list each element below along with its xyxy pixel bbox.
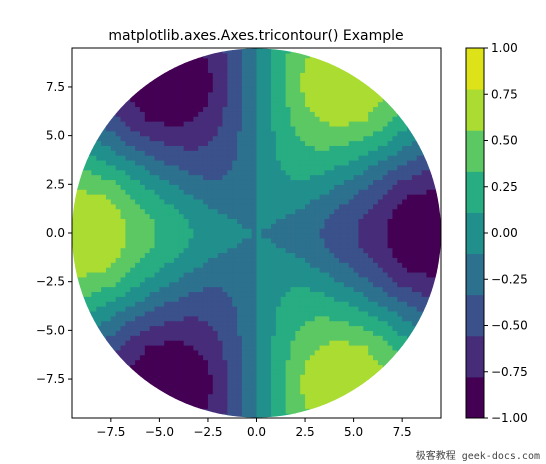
- colorbar-band: [466, 130, 484, 172]
- colorbar-band: [466, 48, 484, 90]
- y-tick-label: 2.5: [46, 177, 65, 191]
- colorbar-tick-label: 0.50: [491, 134, 518, 148]
- plot-area: [72, 48, 441, 418]
- x-tick-label: 2.5: [296, 425, 315, 439]
- colorbar-band: [466, 376, 484, 419]
- colorbar-band: [466, 89, 484, 131]
- colorbar-tick-label: −0.75: [491, 365, 528, 379]
- x-tick-label: −5.0: [145, 425, 174, 439]
- colorbar-tick-label: −0.50: [491, 319, 528, 333]
- y-tick-label: −7.5: [36, 372, 65, 386]
- x-tick-label: 5.0: [344, 425, 363, 439]
- x-tick-label: 7.5: [393, 425, 412, 439]
- colorbar-band: [466, 335, 484, 378]
- colorbar-tick-label: 1.00: [491, 41, 518, 55]
- y-tick-label: 5.0: [46, 129, 65, 143]
- colorbar-band: [466, 171, 484, 213]
- colorbar-band: [466, 253, 484, 296]
- x-tick-label: −2.5: [193, 425, 222, 439]
- y-tick-label: 0.0: [46, 226, 65, 240]
- chart-title: matplotlib.axes.Axes.tricontour() Exampl…: [108, 28, 403, 44]
- x-tick-label: 0.0: [247, 425, 266, 439]
- colorbar-tick-label: −1.00: [491, 411, 528, 425]
- colorbar-tick-label: −0.25: [491, 272, 528, 286]
- y-axis: 7.5 5.0 2.5 0.0 −2.5 −5.0 −7.5: [36, 80, 72, 386]
- y-tick-label: −2.5: [36, 275, 65, 289]
- colorbar: 1.00 0.75 0.50 0.25 0.00 −0.25 −0.50 −0.75 −1.00: [465, 41, 528, 425]
- watermark: 极客教程 geek-docs.com: [415, 451, 540, 462]
- x-tick-label: −7.5: [96, 425, 125, 439]
- colorbar-tick-label: 0.25: [491, 180, 518, 194]
- contour-fill: [72, 48, 441, 418]
- colorbar-tick-label: 0.75: [491, 87, 518, 101]
- colorbar-band: [466, 294, 484, 337]
- y-tick-label: 7.5: [46, 80, 65, 94]
- y-tick-label: −5.0: [36, 323, 65, 337]
- x-axis: −7.5 −5.0 −2.5 0.0 2.5 5.0 7.5: [96, 418, 412, 439]
- colorbar-band: [466, 212, 484, 255]
- colorbar-tick-label: 0.00: [491, 226, 518, 240]
